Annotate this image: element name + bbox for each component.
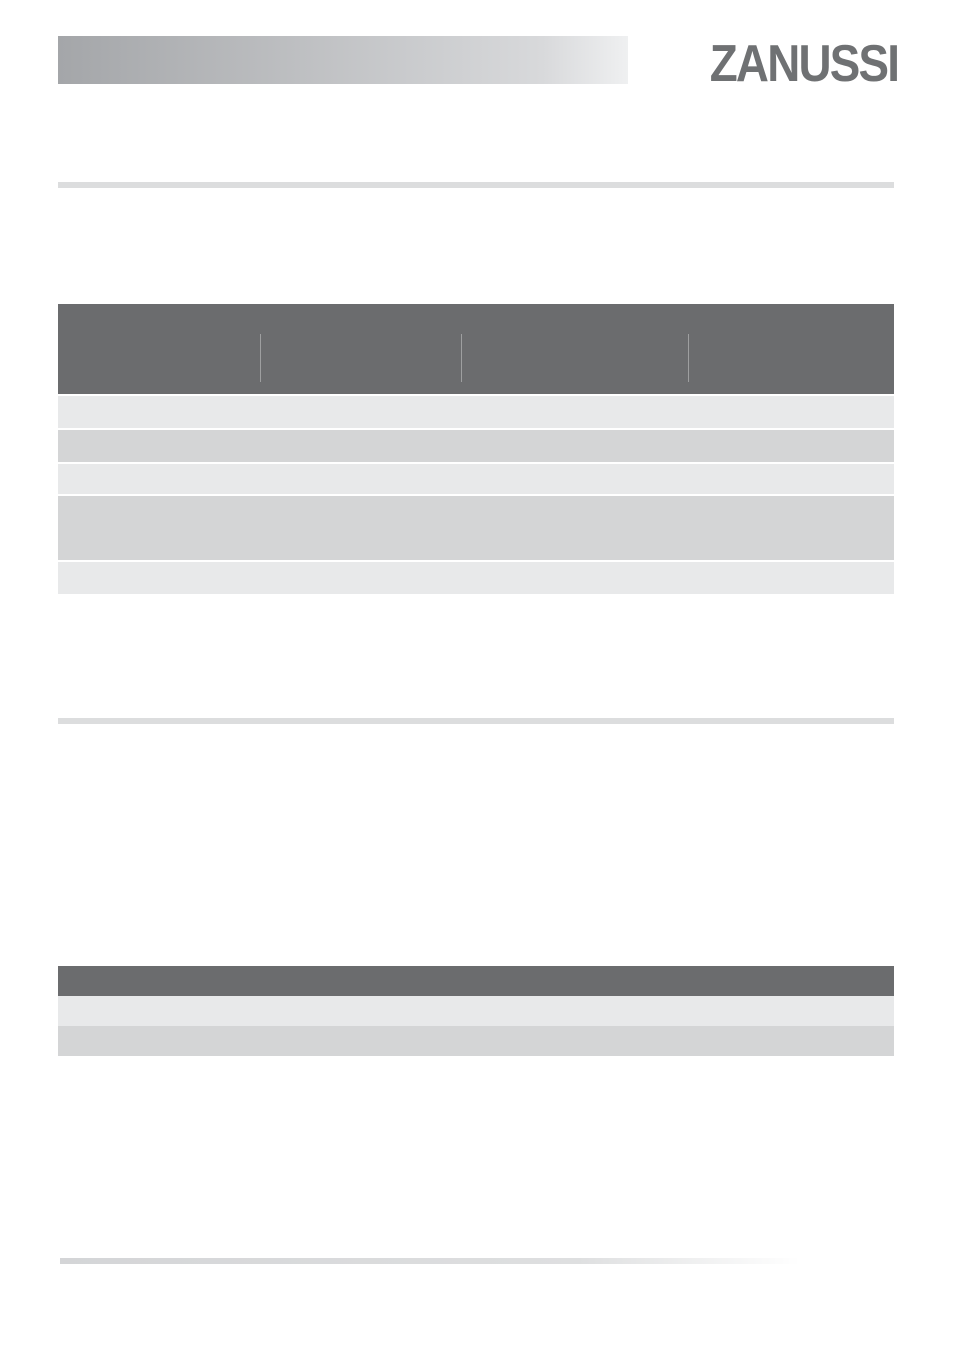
- spec-table-1: [58, 304, 894, 594]
- table-row: [58, 996, 894, 1026]
- table-row: [58, 430, 894, 462]
- table-row: [58, 496, 894, 560]
- table-cell: [260, 430, 460, 462]
- table-row: [58, 396, 894, 428]
- table-cell: [260, 396, 460, 428]
- table-cell: [260, 496, 460, 560]
- table-header-row: [58, 304, 894, 394]
- spec-table-2: [58, 966, 894, 1056]
- table-cell: [686, 396, 894, 428]
- table-cell: [58, 496, 260, 560]
- table-cell: [260, 464, 460, 494]
- footer-divider: [60, 1258, 800, 1264]
- table-row: [58, 464, 894, 494]
- table-cell: [58, 562, 260, 594]
- table-header-cell: [462, 304, 688, 394]
- header-separator: [260, 334, 261, 382]
- table-header-cell: [261, 304, 461, 394]
- table-cell: [458, 1026, 894, 1056]
- table-cell: [686, 430, 894, 462]
- brand-logo: ZANUSSI: [709, 34, 898, 94]
- table-cell: [58, 996, 458, 1026]
- table-header-cell: [689, 304, 894, 394]
- table-cell: [686, 562, 894, 594]
- table-cell: [58, 1026, 458, 1056]
- table-cell: [460, 496, 686, 560]
- header-gradient-band: [58, 36, 628, 84]
- table-cell: [460, 464, 686, 494]
- table-header-cell: [58, 304, 260, 394]
- table-row: [58, 1026, 894, 1056]
- table-cell: [58, 464, 260, 494]
- table-cell: [260, 562, 460, 594]
- table-cell: [58, 430, 260, 462]
- header-separator: [461, 334, 462, 382]
- section-divider: [58, 182, 894, 188]
- table-cell: [686, 464, 894, 494]
- table-cell: [460, 430, 686, 462]
- header-separator: [688, 334, 689, 382]
- section-divider: [58, 718, 894, 724]
- table-cell: [460, 396, 686, 428]
- table-row: [58, 562, 894, 594]
- table-cell: [58, 396, 260, 428]
- table-header-row: [58, 966, 894, 996]
- table-cell: [458, 996, 894, 1026]
- table-cell: [686, 496, 894, 560]
- table-cell: [460, 562, 686, 594]
